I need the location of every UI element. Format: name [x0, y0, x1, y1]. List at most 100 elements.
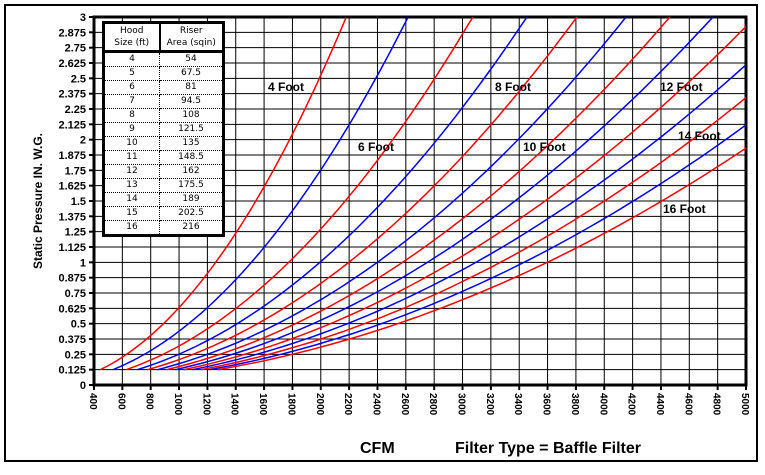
hood-size-cell: 12 [103, 164, 160, 179]
y-tick-label: 0.75 [65, 288, 86, 300]
x-tick-label: 4400 [654, 393, 665, 416]
y-tick-label: 2.75 [65, 43, 86, 55]
y-tick-label: 2.875 [58, 27, 86, 39]
y-tick-label: 2.25 [65, 104, 86, 116]
series-curve-11-foot [175, 16, 714, 371]
series-curve-8-foot [147, 16, 578, 371]
series-curve-15-foot [209, 124, 747, 371]
y-tick-label: 1 [80, 257, 86, 269]
x-tick-label: 2000 [314, 393, 325, 416]
table-row: 16 216 [103, 220, 224, 236]
y-tick-label: 0.875 [58, 273, 86, 285]
header-text: Area (sqin) [166, 38, 216, 48]
riser-area-cell: 94.5 [159, 94, 224, 109]
outer-frame [4, 4, 758, 462]
y-axis-label: Static Pressure IN. W.G. [31, 133, 45, 269]
x-tick-label: 1800 [285, 393, 296, 416]
hood-size-table: Hood Size (ft) Riser Area (sqin) 4 54 5 67.5 6… [102, 21, 225, 237]
x-tick-label: 1400 [229, 393, 240, 416]
series-curve-12-foot [183, 25, 747, 371]
series-curve-7-foot [136, 16, 528, 371]
x-tick-label: 600 [115, 393, 126, 410]
header-riser-area: Riser Area (sqin) [158, 21, 225, 53]
riser-area-cell: 162 [159, 164, 224, 179]
x-tick-label: 2800 [427, 393, 438, 416]
y-tick-label: 1.875 [58, 150, 86, 162]
x-tick-label: 4200 [626, 393, 637, 416]
curve-annotation: 16 Foot [663, 202, 706, 216]
curve-annotation: 8 Foot [495, 80, 531, 94]
table-row: 14 189 [103, 192, 224, 207]
x-tick-label: 1000 [172, 393, 183, 416]
y-tick-label: 2.125 [58, 119, 86, 131]
hood-size-cell: 6 [103, 80, 160, 95]
y-tick-label: 1.125 [58, 242, 86, 254]
curve-annotation: 12 Foot [660, 80, 703, 94]
header-text: Riser [179, 26, 203, 36]
x-tick-label: 4600 [682, 393, 693, 416]
plot-frame [92, 15, 748, 387]
x-tick-label: 2400 [370, 393, 381, 416]
riser-area-cell: 81 [159, 80, 224, 95]
riser-area-cell: 67.5 [159, 66, 224, 81]
x-tick-label: 3200 [484, 393, 495, 416]
x-axis-label: CFM [360, 440, 395, 457]
curve-annotation: 4 Foot [268, 80, 304, 94]
series-curve-13-foot [192, 64, 747, 371]
x-tick-label: 2600 [399, 393, 410, 416]
x-tick-label: 3400 [512, 393, 523, 416]
riser-area-cell: 54 [159, 51, 224, 67]
series-curve-6-foot [125, 16, 474, 371]
hood-size-cell: 4 [103, 51, 160, 67]
hood-size-cell: 15 [103, 206, 160, 221]
y-tick-label: 2.5 [71, 73, 86, 85]
y-tick-label: 0 [80, 380, 86, 392]
x-tick-label: 1200 [200, 393, 211, 416]
riser-area-cell: 108 [159, 108, 224, 123]
riser-area-cell: 216 [159, 220, 224, 236]
riser-area-cell: 202.5 [159, 206, 224, 221]
series-curve-9-foot [157, 16, 627, 371]
table-row: 12 162 [103, 164, 224, 179]
curve-annotation: 6 Foot [358, 140, 394, 154]
y-tick-label: 1.625 [58, 181, 86, 193]
curve-annotation: 14 Foot [678, 129, 721, 143]
series-curve-10-foot [166, 16, 671, 371]
table-row: 13 175.5 [103, 178, 224, 193]
riser-area-cell: 121.5 [159, 122, 224, 137]
y-tick-label: 1.5 [71, 196, 86, 208]
x-tick-label: 4000 [597, 393, 608, 416]
table-row: 7 94.5 [103, 94, 224, 109]
hood-size-cell: 8 [103, 108, 160, 123]
riser-area-cell: 135 [159, 136, 224, 151]
y-tick-label: 3 [80, 12, 86, 24]
riser-area-cell: 175.5 [159, 178, 224, 193]
table-row: 15 202.5 [103, 206, 224, 221]
filter-type-label: Filter Type = Baffle Filter [455, 440, 641, 457]
y-tick-label: 2 [80, 135, 86, 147]
y-tick-label: 0.25 [65, 349, 86, 361]
table-row: 6 81 [103, 80, 224, 95]
curve-annotation: 10 Foot [523, 140, 566, 154]
x-tick-label: 400 [87, 393, 98, 410]
y-tick-label: 1.375 [58, 211, 86, 223]
x-tick-label: 5000 [739, 393, 750, 416]
y-tick-label: 2.375 [58, 89, 86, 101]
table-row: 9 121.5 [103, 122, 224, 137]
hood-size-cell: 5 [103, 66, 160, 81]
table-row: 8 108 [103, 108, 224, 123]
series-curve-16-foot [217, 147, 747, 371]
x-tick-label: 3000 [456, 393, 467, 416]
hood-size-cell: 13 [103, 178, 160, 193]
hood-size-cell: 16 [103, 220, 160, 236]
y-tick-label: 0.5 [71, 319, 86, 331]
y-tick-label: 2.625 [58, 58, 86, 70]
header-text: Hood [120, 26, 144, 36]
y-tick-label: 1.25 [65, 227, 86, 239]
table-row: 5 67.5 [103, 66, 224, 81]
y-tick-label: 0.625 [58, 303, 86, 315]
table-row: 4 54 [103, 51, 224, 67]
x-tick-label: 2200 [342, 393, 353, 416]
hood-size-cell: 14 [103, 192, 160, 207]
y-tick-label: 1.75 [65, 165, 86, 177]
